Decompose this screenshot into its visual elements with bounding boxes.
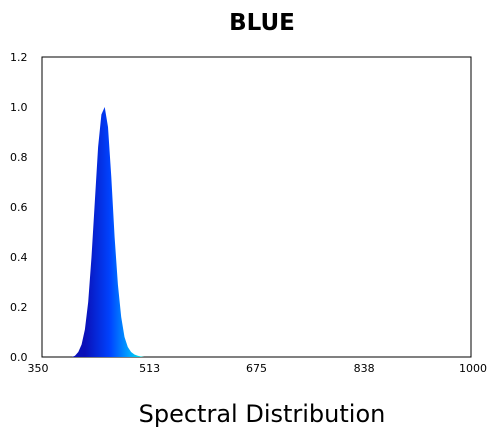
plot-frame [41, 56, 472, 358]
spectrum-area [71, 107, 145, 357]
chart-title: BLUE [229, 10, 295, 36]
y-tick-label: 1.0 [10, 101, 28, 114]
x-tick-label: 513 [139, 362, 160, 375]
x-tick-label: 675 [246, 362, 267, 375]
x-tick-label: 1000 [459, 362, 487, 375]
y-tick-label: 1.2 [10, 51, 28, 64]
x-tick-label: 838 [354, 362, 375, 375]
y-tick-label: 0.2 [10, 301, 28, 314]
y-tick-label: 0.6 [10, 201, 28, 214]
y-tick-labels: 0.0 0.2 0.4 0.6 0.8 1.0 1.2 [10, 51, 28, 364]
x-tick-labels: 350 513 675 838 1000 [28, 362, 488, 375]
x-tick-label: 350 [28, 362, 49, 375]
y-tick-label: 0.0 [10, 351, 28, 364]
y-tick-label: 0.4 [10, 251, 28, 264]
y-tick-label: 0.8 [10, 151, 28, 164]
x-axis-label: Spectral Distribution [139, 400, 386, 428]
